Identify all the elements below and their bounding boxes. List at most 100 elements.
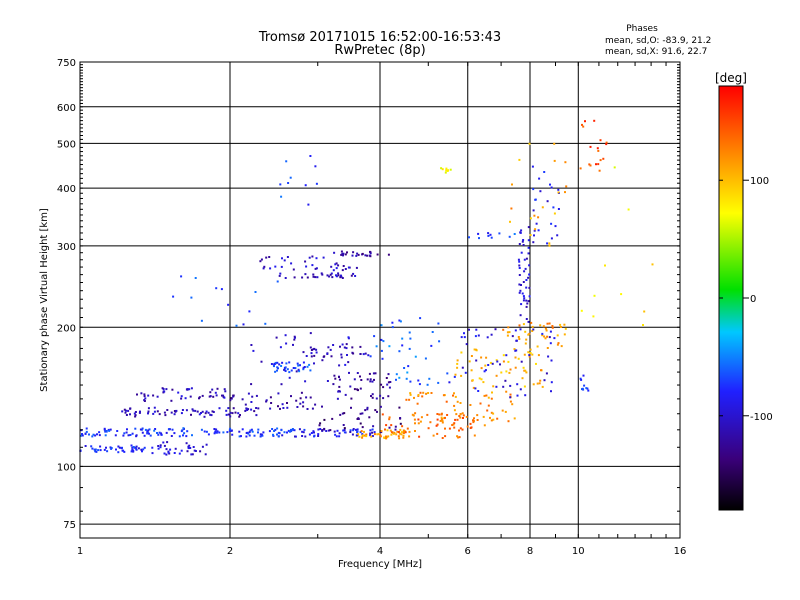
- data-point: [286, 431, 288, 434]
- data-point: [198, 396, 201, 399]
- data-point: [194, 450, 197, 452]
- data-point: [513, 348, 516, 351]
- data-point: [299, 402, 302, 405]
- data-point: [541, 385, 544, 388]
- data-point: [537, 216, 540, 219]
- data-point: [344, 268, 347, 270]
- data-point: [226, 431, 229, 434]
- data-point: [312, 348, 315, 351]
- data-point: [246, 431, 249, 434]
- data-point: [306, 408, 309, 410]
- data-point: [367, 354, 370, 357]
- data-point: [461, 366, 464, 369]
- data-point: [531, 325, 534, 328]
- data-point: [338, 432, 341, 435]
- data-point: [379, 434, 382, 437]
- data-point: [257, 431, 259, 434]
- data-point: [157, 445, 160, 447]
- data-point: [541, 332, 544, 335]
- data-point: [361, 433, 364, 436]
- data-point: [265, 399, 268, 402]
- data-point: [470, 355, 473, 357]
- data-point: [372, 425, 375, 428]
- data-point: [288, 430, 291, 433]
- data-point: [458, 436, 461, 439]
- data-point: [479, 402, 482, 405]
- data-point: [446, 372, 449, 375]
- data-point: [143, 395, 146, 398]
- data-point: [170, 411, 173, 414]
- data-point: [196, 410, 199, 413]
- data-point: [522, 323, 525, 326]
- data-point: [490, 419, 493, 422]
- data-point: [180, 395, 183, 398]
- data-point: [229, 399, 232, 402]
- data-point: [203, 415, 206, 418]
- data-point: [308, 256, 311, 259]
- data-point: [283, 368, 286, 371]
- data-point: [321, 405, 323, 408]
- data-point: [159, 444, 162, 447]
- data-point: [173, 432, 176, 435]
- data-point: [391, 321, 394, 324]
- data-point: [250, 428, 253, 431]
- data-point: [138, 411, 141, 414]
- data-point: [165, 453, 168, 456]
- data-point: [296, 406, 299, 408]
- data-point: [456, 400, 459, 403]
- data-point: [535, 362, 537, 365]
- data-point: [277, 392, 280, 395]
- data-point: [468, 328, 470, 331]
- data-point: [399, 428, 402, 431]
- data-point: [465, 343, 468, 346]
- data-point: [518, 267, 521, 269]
- data-point: [276, 280, 279, 283]
- data-point: [209, 413, 212, 416]
- data-point: [276, 433, 278, 436]
- data-point: [473, 417, 475, 420]
- data-point: [240, 435, 242, 438]
- data-point: [409, 380, 412, 383]
- data-point: [376, 253, 379, 256]
- data-point: [85, 430, 88, 433]
- data-point: [157, 447, 160, 450]
- data-point: [201, 410, 204, 413]
- data-point: [357, 433, 360, 436]
- data-point: [474, 335, 477, 338]
- data-point: [153, 429, 156, 432]
- data-point: [127, 409, 130, 412]
- data-point: [369, 250, 371, 253]
- data-point: [321, 273, 324, 276]
- data-point: [518, 338, 521, 340]
- data-point: [122, 449, 125, 452]
- data-point: [371, 428, 374, 431]
- data-point: [419, 317, 422, 320]
- data-point: [475, 348, 477, 351]
- data-point: [549, 183, 551, 186]
- data-point: [453, 409, 456, 412]
- data-point: [451, 424, 454, 426]
- data-point: [543, 171, 546, 173]
- data-point: [527, 246, 530, 249]
- data-point: [309, 155, 312, 157]
- data-point: [532, 383, 535, 386]
- data-point: [523, 258, 526, 261]
- data-point: [485, 356, 488, 359]
- data-point: [284, 334, 287, 337]
- data-point: [306, 365, 309, 368]
- data-point: [581, 123, 583, 126]
- data-point: [430, 344, 433, 347]
- data-point: [447, 169, 449, 172]
- data-point: [169, 448, 172, 451]
- data-point: [313, 362, 315, 365]
- data-point: [550, 359, 553, 362]
- data-point: [309, 346, 312, 349]
- data-point: [516, 383, 519, 386]
- data-point: [116, 430, 119, 432]
- data-point: [335, 262, 338, 265]
- data-point: [445, 167, 448, 170]
- data-point: [165, 448, 168, 451]
- data-point: [513, 233, 516, 235]
- data-point: [440, 416, 443, 419]
- data-point: [285, 362, 288, 365]
